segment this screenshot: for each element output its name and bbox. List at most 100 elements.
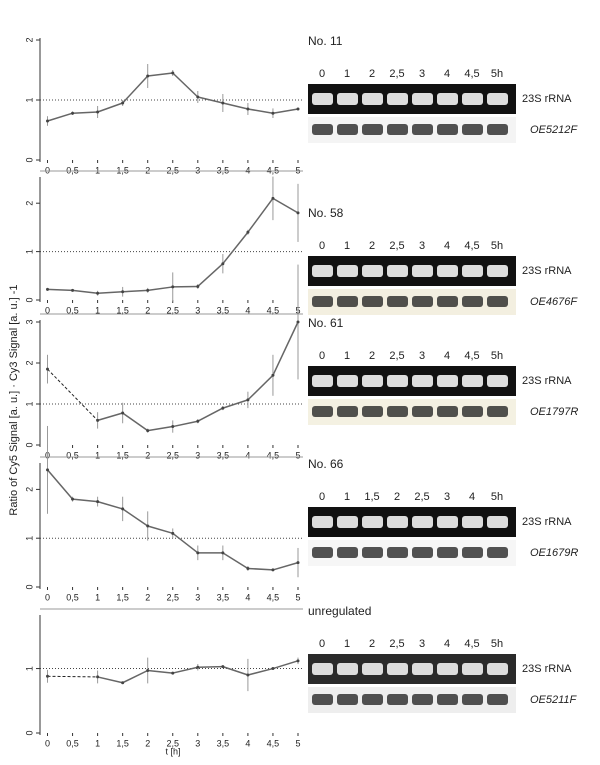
rrna-band: [462, 516, 483, 528]
band-label: 23S rRNA: [522, 663, 572, 675]
rrna-band: [362, 516, 383, 528]
rrna-band: [362, 93, 383, 105]
line-segment: [247, 374, 274, 401]
data-point: [246, 398, 250, 402]
gene-band: [437, 124, 458, 135]
data-point: [121, 411, 125, 415]
band-label: 23S rRNA: [522, 265, 572, 277]
rrna-band: [437, 375, 458, 387]
x-tick-label: 3,5: [217, 165, 230, 175]
line-segment: [97, 412, 123, 422]
x-tick-label: 3: [195, 165, 200, 175]
band-label: OE4676F: [530, 296, 578, 308]
line-segment: [122, 508, 149, 527]
x-tick-label: 3,5: [217, 592, 230, 602]
y-tick-label: 3: [24, 319, 34, 324]
band-label: OE1679R: [530, 547, 578, 559]
panel-title: No. 66: [308, 457, 344, 471]
data-point: [96, 500, 100, 504]
band-label: 23S rRNA: [522, 516, 572, 528]
lane-label: 2,5: [389, 68, 404, 80]
lane-label: 0: [319, 68, 325, 80]
gene-band: [487, 124, 508, 135]
data-point: [271, 568, 275, 572]
data-point: [46, 367, 50, 371]
x-tick-label: 1: [95, 165, 100, 175]
rrna-band: [337, 93, 358, 105]
lane-label: 1: [344, 240, 350, 252]
y-tick-label: 2: [24, 487, 34, 492]
line-segment: [97, 676, 123, 684]
x-tick-label: 0: [45, 305, 50, 315]
x-axis-label: t [h]: [165, 746, 180, 756]
x-tick-label: 1: [95, 305, 100, 315]
lane-label: 0: [319, 240, 325, 252]
lane-label: 2: [369, 240, 375, 252]
x-tick-label: 2: [145, 738, 150, 748]
y-tick-label: 1: [24, 97, 34, 102]
rrna-band: [487, 375, 508, 387]
gene-band: [337, 547, 358, 558]
lane-label: 4,5: [464, 638, 479, 650]
line-segment: [247, 667, 274, 676]
data-point: [121, 290, 125, 294]
gene-band: [362, 547, 383, 558]
rrna-band: [437, 516, 458, 528]
rrna-band: [362, 375, 383, 387]
lane-label: 3: [444, 491, 450, 503]
lane-label: 2: [369, 638, 375, 650]
line-segment: [122, 669, 149, 684]
x-tick-label: 0,5: [66, 738, 79, 748]
rrna-band: [412, 516, 433, 528]
data-point: [196, 95, 200, 99]
x-tick-label: 5: [295, 165, 300, 175]
rrna-band: [437, 265, 458, 277]
data-point: [146, 524, 150, 528]
rrna-band: [312, 375, 333, 387]
rrna-band: [437, 93, 458, 105]
data-point: [146, 668, 150, 672]
line-segment: [47, 368, 98, 421]
x-tick-label: 3,5: [217, 305, 230, 315]
data-point: [246, 230, 250, 234]
gene-band: [412, 124, 433, 135]
line-segment: [197, 665, 223, 669]
gene-band: [487, 694, 508, 705]
x-tick-label: 2: [145, 592, 150, 602]
x-tick-label: 2,5: [166, 165, 179, 175]
line-segment: [147, 425, 173, 432]
line-segment: [46, 469, 74, 500]
x-tick-label: 0,5: [66, 450, 79, 460]
rrna-band: [487, 93, 508, 105]
line-segment: [272, 321, 299, 376]
line-segment: [72, 111, 98, 114]
lane-label: 4: [444, 638, 450, 650]
data-point: [171, 671, 175, 675]
gene-band: [312, 694, 333, 705]
gene-band: [312, 296, 333, 307]
rrna-band: [337, 375, 358, 387]
rrna-band: [312, 663, 333, 675]
line-segment: [122, 412, 149, 432]
data-point: [46, 287, 50, 291]
x-tick-label: 1,5: [116, 738, 129, 748]
y-tick-label: 1: [24, 536, 34, 541]
band-label: 23S rRNA: [522, 375, 572, 387]
rrna-band: [337, 663, 358, 675]
lane-label: 3: [419, 240, 425, 252]
line-segment: [247, 197, 274, 233]
data-point: [271, 373, 275, 377]
gene-band: [462, 694, 483, 705]
line-segment: [147, 669, 173, 674]
x-tick-label: 1,5: [116, 592, 129, 602]
x-tick-label: 0: [45, 165, 50, 175]
data-point: [271, 196, 275, 200]
gene-band: [412, 296, 433, 307]
line-segment: [222, 102, 249, 110]
lane-label: 1: [344, 491, 350, 503]
x-tick-label: 3: [195, 738, 200, 748]
x-tick-label: 3: [195, 305, 200, 315]
lane-label: 1: [344, 68, 350, 80]
x-tick-label: 4,5: [267, 165, 280, 175]
